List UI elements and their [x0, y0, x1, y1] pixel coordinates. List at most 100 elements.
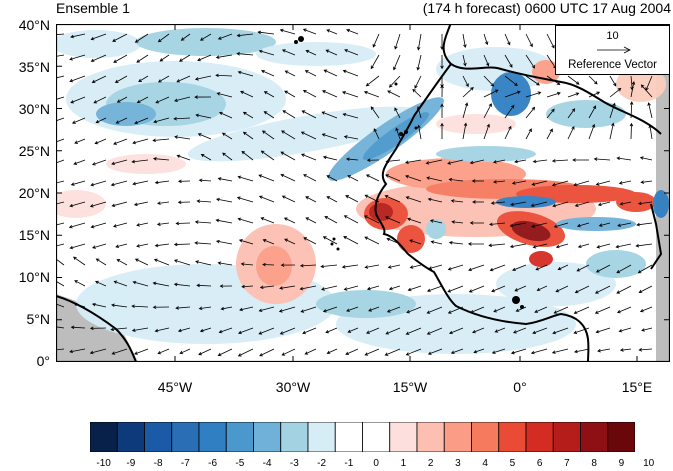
wind-vector: [89, 201, 107, 208]
wind-vector: [344, 49, 359, 56]
wind-vector: [177, 327, 191, 333]
wind-vector: [239, 306, 254, 312]
wind-vector: [416, 33, 422, 51]
wind-vector: [493, 306, 506, 313]
lat-label-35n: 35°N: [18, 59, 50, 75]
wind-vector: [218, 111, 233, 119]
wind-vector: [258, 195, 275, 203]
wind-vector: [175, 306, 191, 310]
wind-vector: [131, 327, 149, 332]
wind-vector: [514, 285, 527, 292]
wind-vector: [489, 264, 506, 272]
wind-vector: [74, 138, 86, 144]
wind-vector: [470, 306, 485, 314]
wind-vector: [576, 222, 590, 228]
wind-vector: [639, 306, 653, 313]
wind-vector: [364, 264, 380, 269]
wind-vector: [326, 348, 338, 355]
wind-vector: [95, 258, 107, 266]
wind-vector: [305, 196, 317, 203]
colorbar-swatch: [498, 422, 527, 452]
wind-vector: [534, 306, 548, 313]
wind-vector: [364, 348, 380, 356]
wind-vector: [567, 75, 580, 85]
wind-vector: [440, 103, 444, 119]
wind-vector: [345, 195, 359, 203]
wind-vector: [637, 201, 653, 206]
wind-vector: [299, 263, 317, 268]
wind-vector: [343, 236, 359, 245]
wind-vector: [133, 201, 149, 207]
wind-vector: [447, 285, 464, 293]
colorbar: [90, 422, 635, 452]
wind-vector: [588, 105, 597, 119]
wind-vector: [89, 348, 107, 355]
wind-vector: [576, 264, 590, 272]
wind-vector: [386, 306, 401, 313]
lat-label-0: 0°: [36, 353, 50, 369]
wind-vector: [342, 69, 359, 77]
wind-vector: [638, 285, 653, 293]
wind-vector: [70, 325, 86, 330]
wind-vector: [218, 327, 233, 334]
wind-vector: [462, 87, 474, 98]
wind-vector: [448, 177, 464, 182]
wind-vector: [510, 201, 527, 207]
wind-vector: [132, 138, 149, 145]
wind-vector: [95, 280, 107, 287]
wind-vector: [194, 241, 212, 245]
wind-vector: [90, 180, 107, 187]
wind-vector: [258, 327, 275, 335]
wind-vector: [530, 201, 548, 208]
wind-vector: [259, 285, 275, 290]
wind-vector: [514, 159, 527, 164]
wind-vector: [280, 173, 296, 182]
wind-vector: [615, 243, 632, 249]
wind-vector: [159, 54, 170, 62]
wind-vector: [113, 138, 128, 145]
wind-vector: [595, 327, 611, 334]
wind-vector: [618, 180, 632, 185]
wind-vector: [321, 285, 338, 291]
wind-vector: [305, 49, 317, 56]
wind-vector: [640, 84, 653, 98]
wind-vector: [567, 108, 576, 119]
wind-vector: [462, 75, 469, 88]
wind-vector: [594, 306, 611, 314]
wind-vector: [426, 285, 443, 293]
wind-vector: [114, 75, 128, 83]
colorbar-label: -2: [317, 458, 327, 469]
wind-vector: [178, 179, 191, 184]
lon-label-15w: 15°W: [392, 379, 428, 395]
wind-vector: [384, 195, 401, 203]
wind-vector: [221, 132, 233, 140]
wind-vector: [532, 243, 548, 249]
wind-vector: [365, 174, 380, 182]
wind-vector: [132, 180, 149, 186]
wind-vector: [68, 222, 86, 229]
wind-vector: [216, 197, 233, 203]
wind-vector: [490, 201, 506, 205]
wind-vector: [385, 159, 401, 164]
wind-vectors: [56, 28, 653, 357]
wind-vector: [261, 69, 275, 77]
wind-vector: [427, 197, 443, 203]
wind-vector: [69, 54, 86, 61]
wind-vector: [320, 264, 338, 269]
wind-vector: [546, 33, 555, 49]
wind-vector: [260, 150, 275, 161]
wind-vector: [236, 33, 254, 38]
wind-vector: [197, 133, 212, 140]
wind-vector: [194, 95, 212, 99]
wind-vector: [73, 159, 86, 165]
wind-vector: [112, 33, 128, 42]
colorbar-label: 0: [373, 458, 379, 469]
lat-label-25n: 25°N: [18, 143, 50, 159]
wind-vector: [302, 90, 317, 98]
wind-vector: [304, 70, 317, 77]
colorbar-label: 6: [536, 458, 543, 469]
wind-vector: [281, 348, 296, 356]
wind-vector: [639, 156, 653, 161]
wind-vector: [91, 159, 107, 166]
wind-vector: [597, 201, 611, 207]
